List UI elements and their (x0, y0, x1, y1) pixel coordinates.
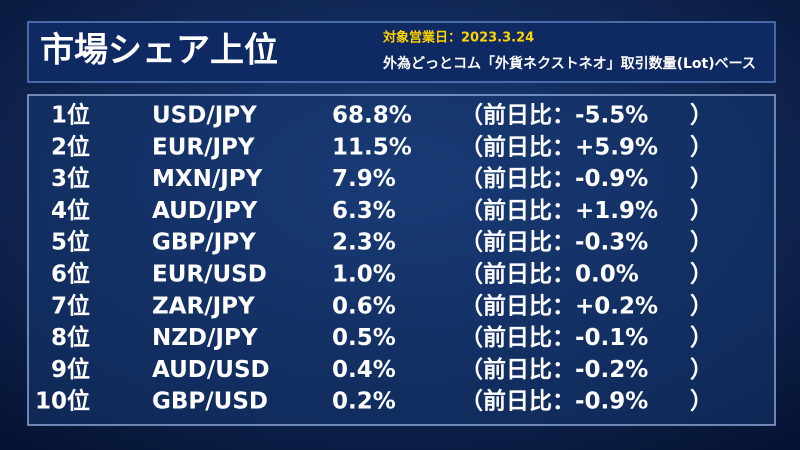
close-paren: ） (690, 102, 713, 129)
close-paren: ） (690, 388, 713, 415)
share: 0.2% (332, 389, 396, 415)
header-box (27, 21, 776, 83)
pair: MXN/JPY (152, 166, 263, 192)
change: （前日比：-0.2% (460, 356, 648, 383)
pair: EUR/USD (152, 262, 267, 288)
change: （前日比：0.0% (460, 261, 639, 288)
title: 市場シェア上位 (40, 31, 278, 71)
change: （前日比：+5.9% (460, 133, 658, 160)
close-paren: ） (690, 133, 713, 160)
table: 1位 USD/JPY 68.8% （前日比：-5.5% ） 2位 EUR/JPY 11.5% （… (35, 102, 713, 415)
subtitle: 外為どっとコム「外貨ネクストネオ」取引数量(Lot)ベース (383, 55, 756, 72)
change: （前日比：+1.9% (460, 197, 658, 224)
date: 対象営業日：2023.3.24 (382, 30, 534, 46)
close-paren: ） (690, 324, 713, 351)
pair: ZAR/JPY (152, 293, 255, 319)
change: （前日比：+0.2% (460, 292, 658, 319)
share: 11.5% (332, 134, 412, 160)
share: 0.5% (332, 325, 396, 351)
rank: 7位 (51, 292, 90, 319)
pair: AUD/USD (152, 357, 270, 383)
rank: 2位 (51, 133, 90, 160)
change: （前日比：-0.3% (460, 229, 648, 256)
change: （前日比：-0.9% (460, 165, 648, 192)
share: 6.3% (332, 198, 396, 224)
share: 0.6% (332, 293, 396, 319)
rank: 1位 (51, 102, 90, 129)
pair: NZD/JPY (152, 325, 258, 351)
table-box (27, 94, 776, 426)
rank: 5位 (51, 229, 90, 256)
close-paren: ） (690, 229, 713, 256)
rank: 10位 (35, 388, 90, 415)
pair: GBP/JPY (152, 230, 256, 256)
close-paren: ） (690, 292, 713, 319)
pair: USD/JPY (152, 103, 257, 129)
change: （前日比：-0.9% (460, 388, 648, 415)
pair: AUD/JPY (152, 198, 258, 224)
share: 68.8% (332, 103, 412, 129)
rank: 4位 (51, 197, 90, 224)
close-paren: ） (690, 356, 713, 383)
pair: EUR/JPY (152, 134, 255, 160)
rank: 8位 (51, 324, 90, 351)
rank: 6位 (51, 261, 90, 288)
rank: 3位 (51, 165, 90, 192)
rank: 9位 (51, 356, 90, 383)
change: （前日比：-0.1% (460, 324, 648, 351)
share: 1.0% (332, 262, 396, 288)
share: 7.9% (332, 166, 396, 192)
pair: GBP/USD (152, 389, 268, 415)
share: 0.4% (332, 357, 396, 383)
close-paren: ） (690, 261, 713, 288)
share: 2.3% (332, 230, 396, 256)
change: （前日比：-5.5% (460, 102, 648, 129)
close-paren: ） (690, 165, 713, 192)
close-paren: ） (690, 197, 713, 224)
